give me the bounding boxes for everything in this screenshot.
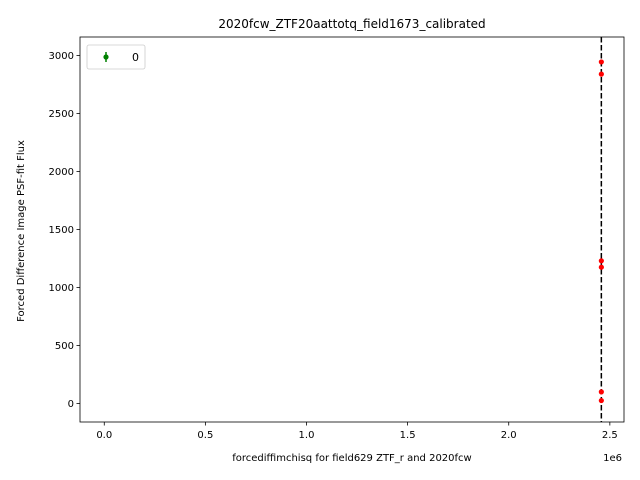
legend-label: 0 xyxy=(132,51,139,64)
x-tick-label: 2.5 xyxy=(602,430,618,441)
y-tick-label: 2000 xyxy=(49,167,74,178)
y-tick-label: 1000 xyxy=(49,283,74,294)
x-tick-label: 1.0 xyxy=(299,430,315,441)
y-tick-label: 0 xyxy=(68,399,74,410)
data-point xyxy=(598,258,604,264)
legend: 0 xyxy=(86,44,146,70)
data-point xyxy=(598,389,604,395)
legend-box xyxy=(86,44,146,70)
data-point xyxy=(598,264,604,270)
legend-point-marker xyxy=(103,54,109,60)
x-tick-label: 2.0 xyxy=(501,430,517,441)
data-point xyxy=(598,71,604,77)
x-tick-label: 0.0 xyxy=(96,430,112,441)
y-tick-label: 3000 xyxy=(49,51,74,62)
data-point xyxy=(598,59,604,65)
x-axis-offset-text: 1e6 xyxy=(603,453,622,464)
y-axis-label: Forced Difference Image PSF-fit Flux xyxy=(16,140,27,322)
y-tick-label: 2500 xyxy=(49,109,74,120)
x-axis-ticks: 0.0 0.5 1.0 1.5 2.0 2.5 xyxy=(96,422,618,441)
y-tick-label: 1500 xyxy=(49,225,74,236)
x-tick-label: 0.5 xyxy=(197,430,213,441)
x-tick-label: 1.5 xyxy=(400,430,416,441)
x-axis-label: forcediffimchisq for field629 ZTF_r and … xyxy=(232,453,471,464)
chart-title: 2020fcw_ZTF20aattotq_field1673_calibrate… xyxy=(218,17,485,31)
y-axis-ticks: 0 500 1000 1500 2000 2500 3000 xyxy=(49,51,80,410)
data-point xyxy=(598,397,604,404)
y-tick-label: 500 xyxy=(55,341,74,352)
